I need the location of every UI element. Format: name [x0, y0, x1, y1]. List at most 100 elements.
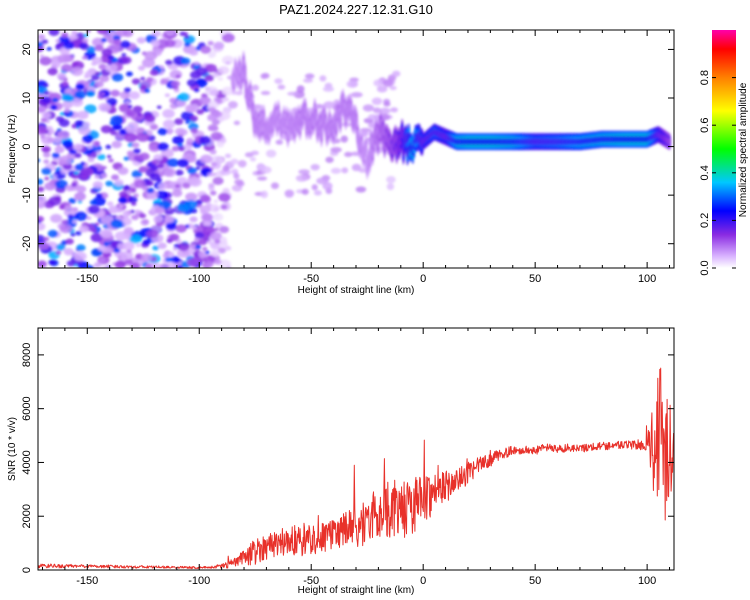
noise-blob — [209, 190, 217, 196]
noise-blob — [195, 67, 208, 76]
noise-blob — [84, 104, 97, 114]
faint-blob — [340, 135, 348, 143]
faint-blob — [373, 79, 383, 87]
noise-blob — [118, 191, 128, 198]
faint-blob — [211, 119, 220, 126]
noise-blob — [38, 195, 47, 204]
noise-blob — [203, 255, 216, 265]
noise-blob — [74, 90, 86, 99]
noise-blob — [127, 104, 133, 109]
noise-blob — [214, 239, 221, 244]
ridge-blob — [667, 137, 672, 146]
noise-blob — [140, 76, 146, 81]
noise-blob — [71, 67, 84, 77]
noise-blob — [220, 204, 228, 210]
noise-blob — [141, 219, 149, 225]
noise-blob — [124, 132, 138, 143]
noise-blob — [120, 40, 131, 49]
noise-blob — [47, 229, 59, 238]
noise-blob — [175, 224, 187, 233]
noise-blob — [110, 219, 124, 229]
noise-blob — [217, 247, 227, 254]
noise-blob — [133, 154, 144, 162]
noise-blob — [123, 226, 134, 235]
faint-blob — [249, 156, 257, 162]
noise-blob — [72, 61, 79, 66]
noise-blob — [75, 230, 82, 236]
noise-blob — [212, 176, 224, 185]
noise-blob — [165, 59, 173, 66]
noise-blob — [156, 163, 165, 169]
x-tick-label: -150 — [76, 575, 98, 587]
noise-blob — [125, 109, 136, 117]
noise-blob — [79, 173, 89, 181]
noise-blob — [131, 78, 141, 85]
noise-blob — [99, 229, 113, 239]
noise-blob — [200, 45, 212, 54]
noise-blob — [62, 100, 73, 109]
spectrogram-marks — [38, 30, 672, 268]
noise-blob — [98, 102, 111, 112]
noise-blob — [151, 165, 159, 171]
noise-blob — [108, 158, 114, 163]
noise-blob — [47, 67, 58, 76]
snr-ticks: -150 -100 -50 0 50 100 0 2000 4000 6000 8000 — [21, 328, 674, 587]
noise-blob — [122, 214, 129, 220]
noise-blob — [73, 171, 79, 175]
noise-blob — [63, 248, 74, 256]
noise-blob — [110, 89, 120, 97]
noise-blob — [137, 112, 143, 117]
noise-blob — [38, 125, 47, 135]
noise-blob — [160, 78, 169, 85]
noise-blob — [76, 185, 87, 193]
ridge-blob — [364, 142, 368, 155]
noise-blob — [169, 97, 178, 104]
noise-blob — [146, 229, 159, 238]
noise-blob — [55, 42, 65, 49]
noise-blob — [157, 182, 168, 190]
noise-blob — [189, 216, 198, 223]
noise-blob — [205, 250, 210, 255]
y-tick-label: 10 — [21, 92, 33, 104]
noise-blob — [82, 121, 91, 128]
noise-blob — [212, 213, 224, 222]
y-tick-label: 0 — [21, 567, 33, 573]
faint-blob — [250, 150, 259, 156]
noise-blob — [134, 209, 141, 214]
noise-blob — [39, 54, 45, 58]
faint-blob — [362, 104, 375, 112]
noise-blob — [157, 142, 169, 151]
noise-blob — [195, 244, 201, 250]
noise-blob — [123, 185, 130, 190]
noise-blob — [169, 233, 180, 242]
noise-blob — [128, 91, 140, 100]
noise-blob — [87, 144, 93, 149]
noise-blob — [195, 46, 202, 51]
noise-blob — [152, 245, 159, 251]
noise-blob — [139, 84, 147, 90]
noise-blob — [76, 244, 86, 252]
faint-blob — [383, 101, 391, 107]
x-tick-label: -100 — [188, 575, 210, 587]
faint-blob — [344, 151, 353, 158]
noise-blob — [124, 100, 131, 105]
faint-blob — [382, 79, 394, 87]
noise-blob — [111, 73, 124, 82]
noise-blob — [112, 123, 123, 131]
noise-blob — [153, 215, 164, 223]
noise-blob — [119, 128, 128, 136]
noise-blob — [92, 181, 104, 189]
noise-blob — [191, 225, 198, 230]
noise-blob — [138, 166, 148, 173]
faint-blob — [251, 84, 260, 91]
y-tick-label: 2000 — [21, 504, 33, 528]
faint-blob — [260, 90, 271, 96]
faint-blob — [298, 169, 310, 175]
noise-blob — [178, 146, 186, 152]
spectrogram-blobs — [38, 30, 672, 268]
noise-blob — [177, 242, 190, 251]
y-tick-label: -10 — [21, 187, 33, 203]
noise-blob — [171, 80, 181, 88]
noise-blob — [162, 119, 176, 129]
